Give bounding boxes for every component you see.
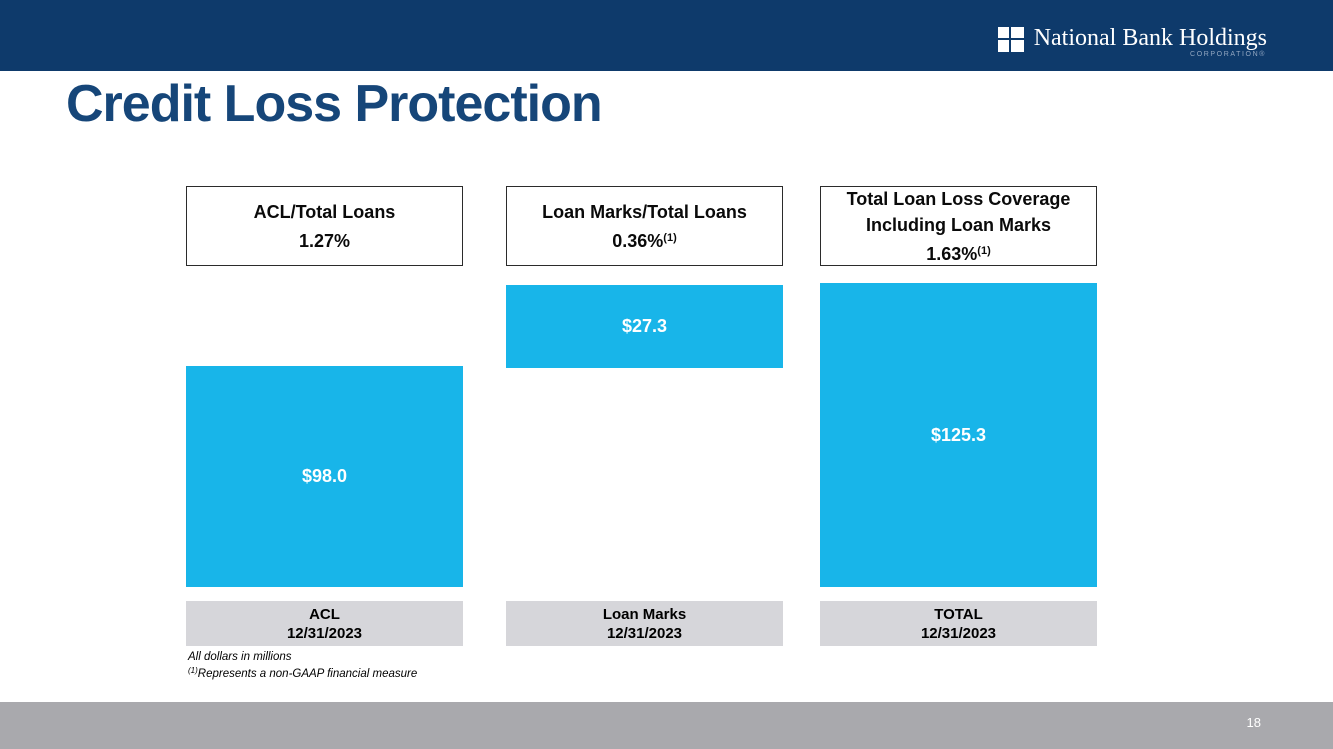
bar-total: $125.3 xyxy=(820,283,1097,587)
header-box-total: Total Loan Loss Coverage Including Loan … xyxy=(820,186,1097,266)
header-value-line: 1.63%(1) xyxy=(926,243,991,264)
footnotes: All dollars in millions (1)Represents a … xyxy=(188,650,417,681)
axis-label-date: 12/31/2023 xyxy=(606,624,683,642)
axis-label-date: 12/31/2023 xyxy=(920,624,997,642)
footnote-non-gaap: (1)Represents a non-GAAP financial measu… xyxy=(188,666,418,680)
logo-text: National Bank Holdings CORPORATION® xyxy=(1034,24,1267,58)
bar-loan-marks: $27.3 xyxy=(506,285,783,368)
axis-label-title: ACL xyxy=(309,605,340,623)
footnote-dollars: All dollars in millions xyxy=(188,651,292,663)
company-name: National Bank Holdings xyxy=(1033,25,1267,51)
header-line: Loan Marks/Total Loans xyxy=(542,201,747,222)
bar-value-label: $98.0 xyxy=(301,466,348,486)
axis-label-loan-marks: Loan Marks 12/31/2023 xyxy=(506,601,783,646)
company-logo: National Bank Holdings CORPORATION® xyxy=(997,24,1267,58)
axis-label-total: TOTAL 12/31/2023 xyxy=(820,601,1097,646)
axis-label-acl: ACL 12/31/2023 xyxy=(186,601,463,646)
company-subtext: CORPORATION® xyxy=(1190,51,1266,58)
footnote-marker: (1) xyxy=(188,666,198,675)
header-line: Total Loan Loss Coverage xyxy=(846,188,1071,209)
axis-label-date: 12/31/2023 xyxy=(286,624,363,642)
footnote-marker: (1) xyxy=(977,244,991,257)
bar-value-label: $125.3 xyxy=(930,424,987,445)
top-banner: National Bank Holdings CORPORATION® xyxy=(0,0,1333,71)
page-title: Credit Loss Protection xyxy=(66,75,603,133)
header-value-line: 0.36%(1) xyxy=(612,230,677,251)
header-line: ACL/Total Loans xyxy=(253,201,396,222)
footer-bar: 18 xyxy=(0,702,1333,749)
footnote-marker: (1) xyxy=(663,231,677,244)
bar-acl: $98.0 xyxy=(186,366,463,587)
axis-label-title: Loan Marks xyxy=(602,605,687,623)
axis-label-title: TOTAL xyxy=(934,605,983,623)
bar-value-label: $27.3 xyxy=(621,316,668,336)
page-number: 18 xyxy=(1246,715,1261,730)
header-box-loan-marks: Loan Marks/Total Loans 0.36%(1) xyxy=(506,186,783,266)
header-line: Including Loan Marks xyxy=(865,214,1052,235)
header-value-line: 1.27% xyxy=(298,230,351,251)
window-squares-icon xyxy=(997,27,1025,53)
header-box-acl: ACL/Total Loans 1.27% xyxy=(186,186,463,266)
